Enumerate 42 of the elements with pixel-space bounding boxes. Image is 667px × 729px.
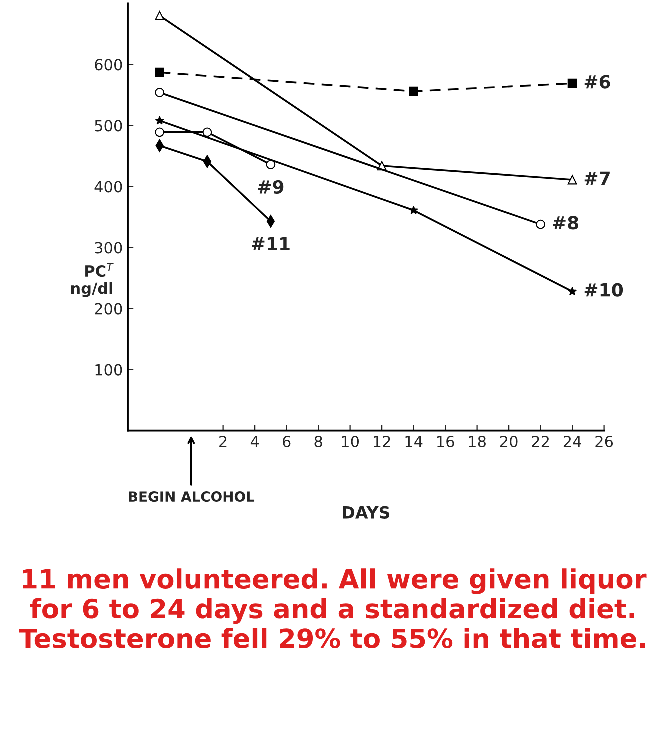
y-tick-label: 500 <box>95 120 122 132</box>
point <box>409 206 418 214</box>
x-tick-label: 6 <box>283 436 291 448</box>
series-label: #8 <box>553 216 578 230</box>
x-tick-label: 20 <box>500 436 518 448</box>
point <box>409 86 418 96</box>
point <box>266 160 276 170</box>
x-tick-label: 4 <box>250 436 260 448</box>
x-tick-label: 12 <box>374 436 390 448</box>
y-tick-label: 100 <box>96 364 122 376</box>
point <box>155 11 164 21</box>
point <box>536 220 546 230</box>
x-tick-label: 14 <box>406 436 423 448</box>
series-label: #6 <box>584 75 610 89</box>
x-tick-label: 18 <box>469 436 486 448</box>
point <box>155 116 164 125</box>
y-tick-label: 200 <box>95 303 122 315</box>
x-tick-label: 2 <box>220 436 227 448</box>
x-tick-label: 10 <box>342 436 360 448</box>
point <box>568 78 578 88</box>
series-label: #10 <box>584 283 624 297</box>
y-tick-label: 300 <box>95 242 122 254</box>
point <box>155 88 164 98</box>
y-axis-title: PC$^{T}$ ng/dl <box>71 263 114 298</box>
text: 11 men volunteered. All were given liquor for 6 to 24 days and a standardized diet. Testosterone fell 29% to 55% in that time. <box>19 568 647 649</box>
x-axis-title: DAYS <box>343 506 390 519</box>
series-label: #9 <box>258 180 284 194</box>
x-tick-label: 22 <box>532 436 549 448</box>
series-label: #11 <box>252 237 290 250</box>
x-tick-label: 16 <box>438 436 454 448</box>
x-tick-label: 8 <box>314 436 322 448</box>
point <box>155 128 164 138</box>
y-tick-label: 600 <box>95 59 122 71</box>
x-tick-label: 24 <box>564 436 582 448</box>
point <box>568 287 578 296</box>
point <box>155 68 164 78</box>
point <box>568 175 578 185</box>
series-label: #7 <box>584 172 610 185</box>
y-tick-label: 400 <box>94 181 122 193</box>
x-tick-label: 26 <box>596 436 614 448</box>
text: BEGIN ALCOHOL <box>129 492 255 502</box>
point <box>202 128 212 138</box>
